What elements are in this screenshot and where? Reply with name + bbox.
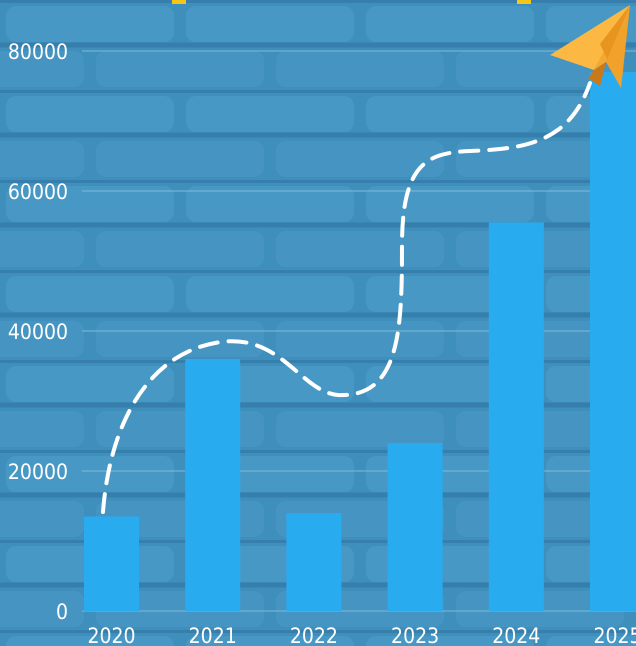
y-axis-ticks: 0 20000 40000 60000 80000 xyxy=(8,40,68,624)
bar-2022 xyxy=(286,513,342,611)
bar-2021 xyxy=(185,359,241,611)
x-tick-label: 2025 xyxy=(593,624,636,646)
y-tick-label: 0 xyxy=(56,600,68,624)
x-axis-ticks: 2020 2021 2022 2023 2024 2025 xyxy=(87,624,636,646)
x-tick-label: 2022 xyxy=(290,624,338,646)
y-tick-label: 60000 xyxy=(8,180,68,204)
x-tick-label: 2021 xyxy=(189,624,237,646)
y-tick-label: 40000 xyxy=(8,320,68,344)
bar-2020 xyxy=(84,516,139,611)
cropped-title-fragment xyxy=(172,0,186,4)
bars xyxy=(84,72,636,611)
x-tick-label: 2024 xyxy=(492,624,540,646)
x-tick-label: 2020 xyxy=(87,624,135,646)
dashed-trend-line xyxy=(101,81,592,514)
bar-2023 xyxy=(387,443,443,611)
cropped-title-fragment xyxy=(517,0,531,4)
bar-2024 xyxy=(488,222,544,611)
paper-plane-icon xyxy=(550,5,630,88)
y-tick-label: 20000 xyxy=(8,460,68,484)
x-tick-label: 2023 xyxy=(391,624,439,646)
y-tick-label: 80000 xyxy=(8,40,68,64)
bar-2025 xyxy=(590,72,636,611)
